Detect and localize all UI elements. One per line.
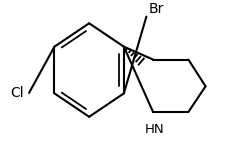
Text: Br: Br	[148, 2, 163, 16]
Text: Cl: Cl	[11, 86, 24, 100]
Text: HN: HN	[144, 124, 164, 136]
